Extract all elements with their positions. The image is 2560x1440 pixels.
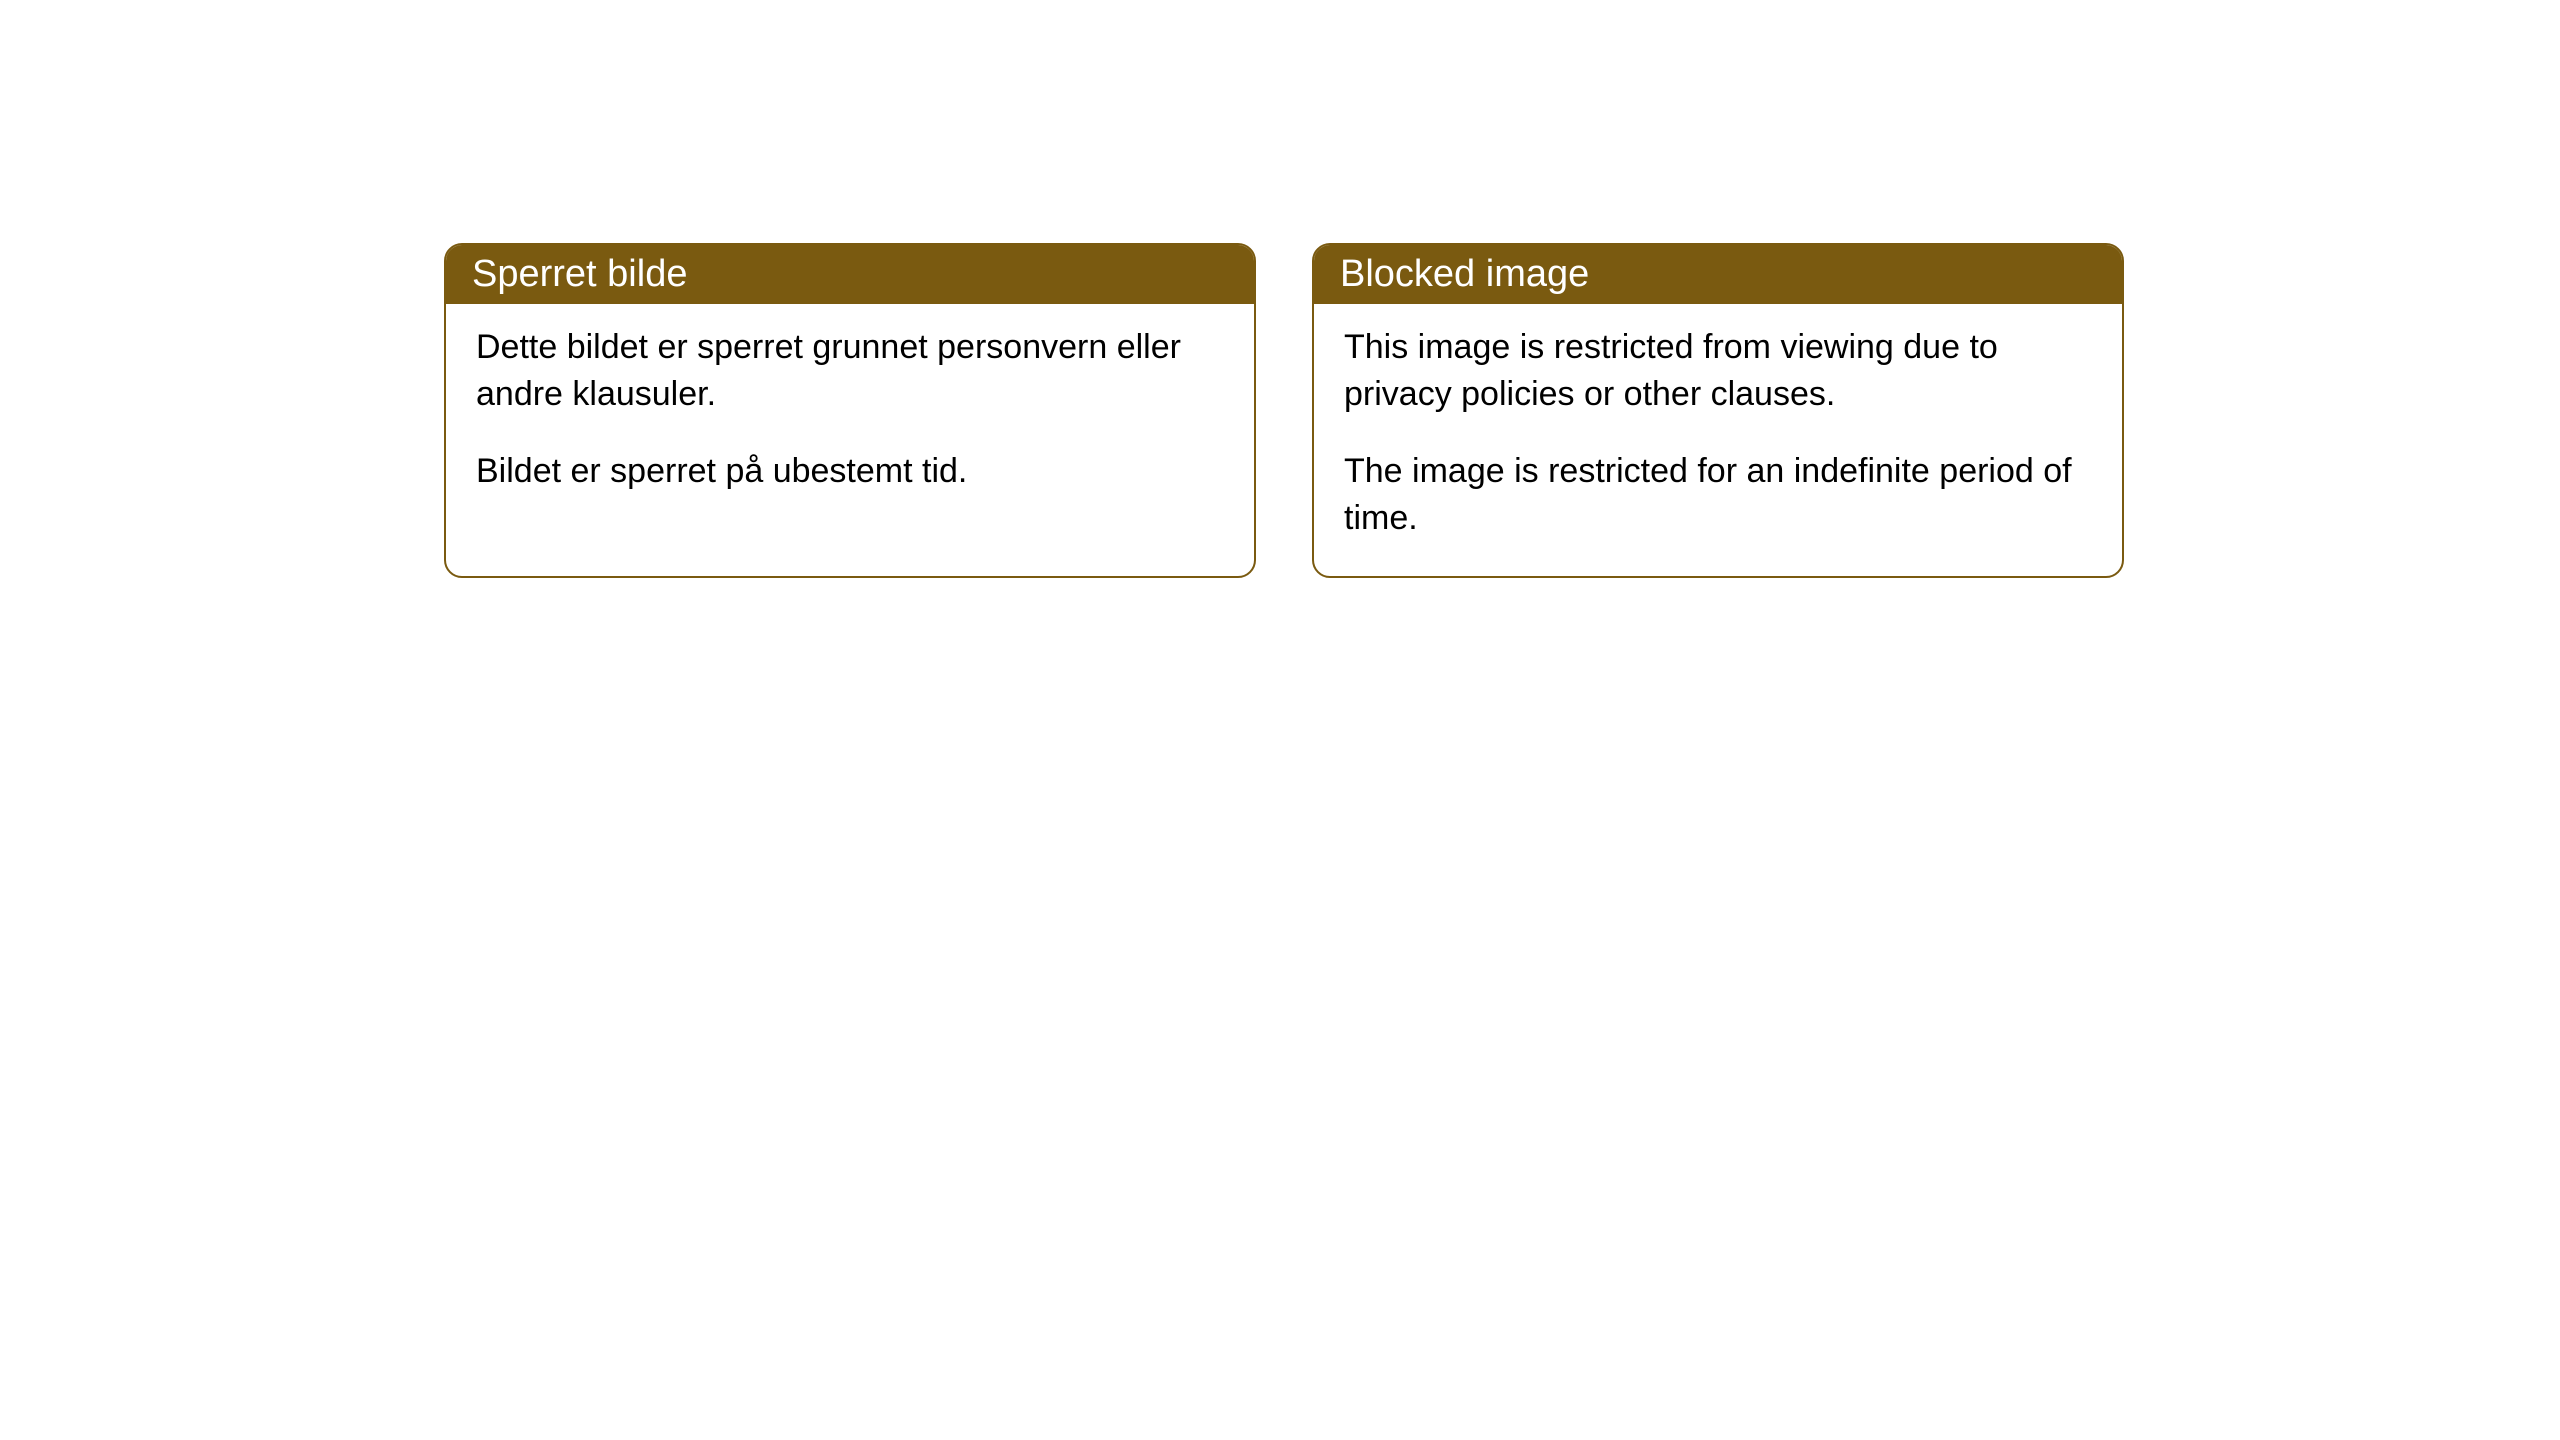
notice-body-english: This image is restricted from viewing du… [1314,304,2122,576]
notice-box-english: Blocked image This image is restricted f… [1312,243,2124,578]
notice-text-line1-no: Dette bildet er sperret grunnet personve… [476,324,1224,418]
notice-text-line1-en: This image is restricted from viewing du… [1344,324,2092,418]
notice-header-norwegian: Sperret bilde [446,245,1254,304]
notice-box-norwegian: Sperret bilde Dette bildet er sperret gr… [444,243,1256,578]
notice-body-norwegian: Dette bildet er sperret grunnet personve… [446,304,1254,529]
notice-text-line2-en: The image is restricted for an indefinit… [1344,448,2092,542]
notice-text-line2-no: Bildet er sperret på ubestemt tid. [476,448,1224,495]
notice-header-english: Blocked image [1314,245,2122,304]
notice-container: Sperret bilde Dette bildet er sperret gr… [444,243,2560,578]
